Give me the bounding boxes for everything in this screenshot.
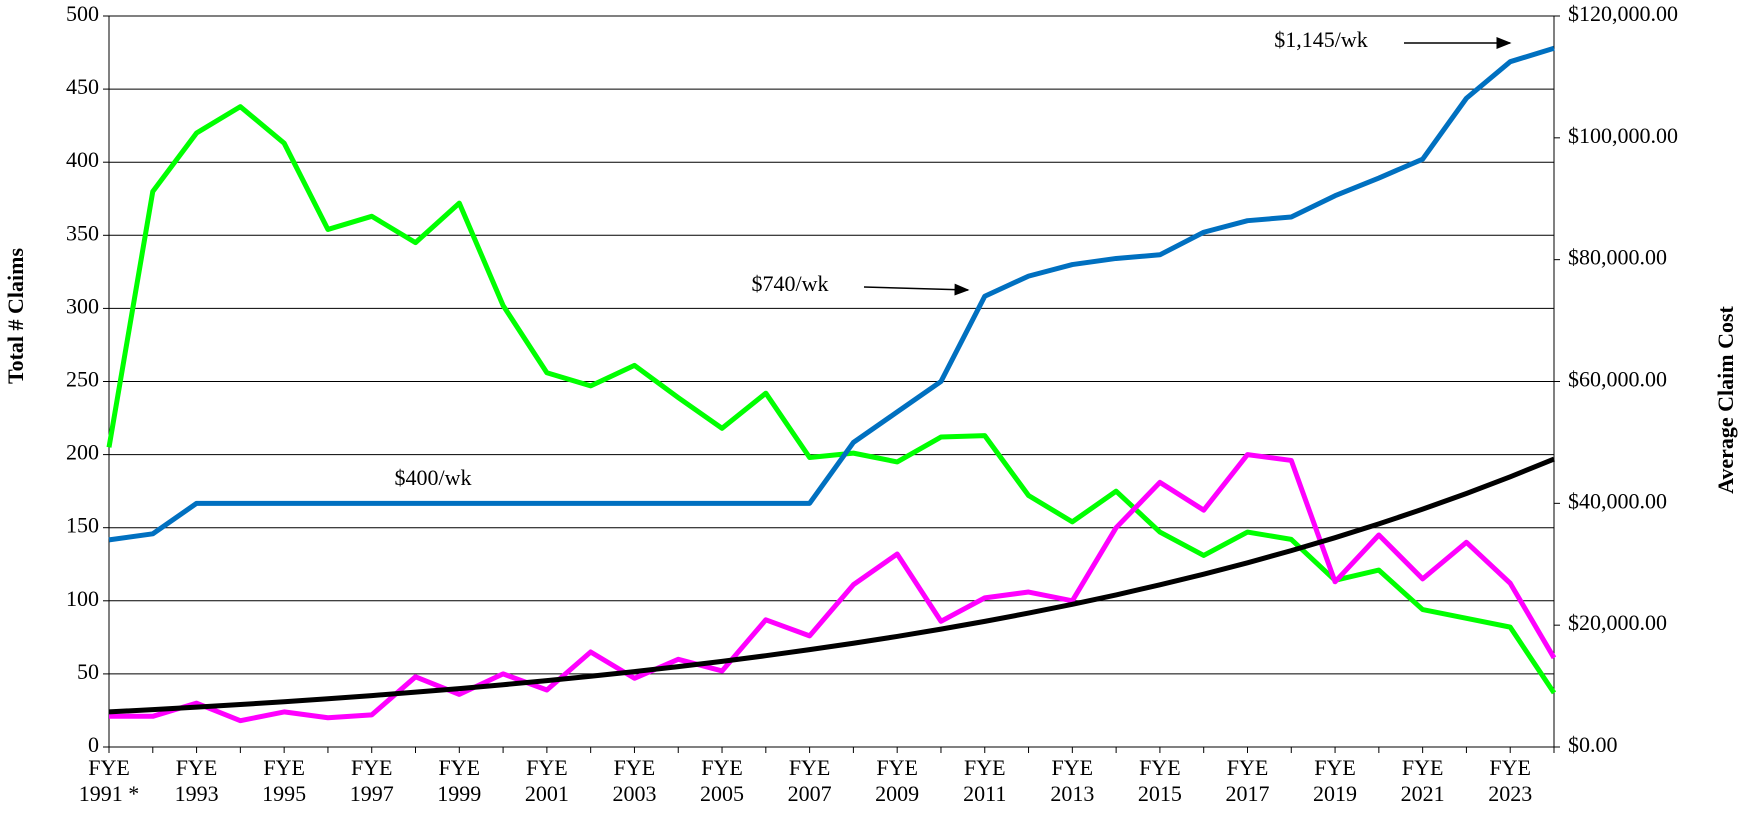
y2-tick-label: $40,000.00 [1568, 488, 1667, 513]
y-tick-label: 500 [66, 1, 99, 26]
x-tick-label: FYE 1993 [174, 755, 219, 806]
x-tick-label: FYE 1997 [349, 755, 394, 806]
x-tick-label: FYE 1991 * [78, 755, 140, 806]
y2-tick-label: $0.00 [1568, 732, 1618, 757]
y2-axis-title: Average Claim Cost [1713, 305, 1738, 493]
y2-tick-label: $120,000.00 [1568, 1, 1678, 26]
annotation: $740/wk [752, 271, 829, 296]
series-line [109, 452, 1557, 724]
y2-tick-label: $100,000.00 [1568, 123, 1678, 148]
x-tick-label: FYE 2019 [1313, 755, 1358, 806]
annotation: $1,145/wk [1274, 27, 1368, 52]
y2-tick-label: $60,000.00 [1568, 367, 1667, 392]
y-tick-label: 100 [66, 586, 99, 611]
x-tick-label: FYE 2023 [1488, 755, 1533, 806]
x-tick-label: FYE 2007 [787, 755, 832, 806]
y-tick-label: 200 [66, 440, 99, 465]
series-line [108, 456, 1555, 715]
y-tick-label: 300 [66, 293, 99, 318]
y-tick-label: 50 [77, 659, 99, 684]
y-tick-label: 150 [66, 513, 99, 538]
y2-tick-label: $80,000.00 [1568, 245, 1667, 270]
x-tick-label: FYE 2009 [875, 755, 920, 806]
annotation: $400/wk [395, 465, 472, 490]
y-axis-title: Total # Claims [3, 248, 28, 385]
y-tick-label: 350 [66, 220, 99, 245]
x-tick-label: FYE 2021 [1400, 755, 1445, 806]
x-tick-label: FYE 2003 [612, 755, 657, 806]
x-tick-label: FYE 2011 [963, 755, 1007, 806]
y-tick-label: 250 [66, 367, 99, 392]
y-tick-label: 0 [88, 732, 99, 757]
y-tick-label: 450 [66, 74, 99, 99]
series-line [106, 104, 1557, 695]
y-tick-label: 400 [66, 147, 99, 172]
x-tick-label: FYE 2005 [700, 755, 745, 806]
x-tick-label: FYE 2001 [524, 755, 569, 806]
x-tick-label: FYE 2017 [1225, 755, 1270, 806]
y2-tick-label: $20,000.00 [1568, 610, 1667, 635]
x-tick-label: FYE 2013 [1050, 755, 1095, 806]
series-line [108, 45, 1555, 543]
x-tick-label: FYE 1995 [262, 755, 307, 806]
x-tick-label: FYE 1999 [437, 755, 482, 806]
x-tick-label: FYE 2015 [1137, 755, 1182, 806]
arrow [863, 283, 970, 296]
